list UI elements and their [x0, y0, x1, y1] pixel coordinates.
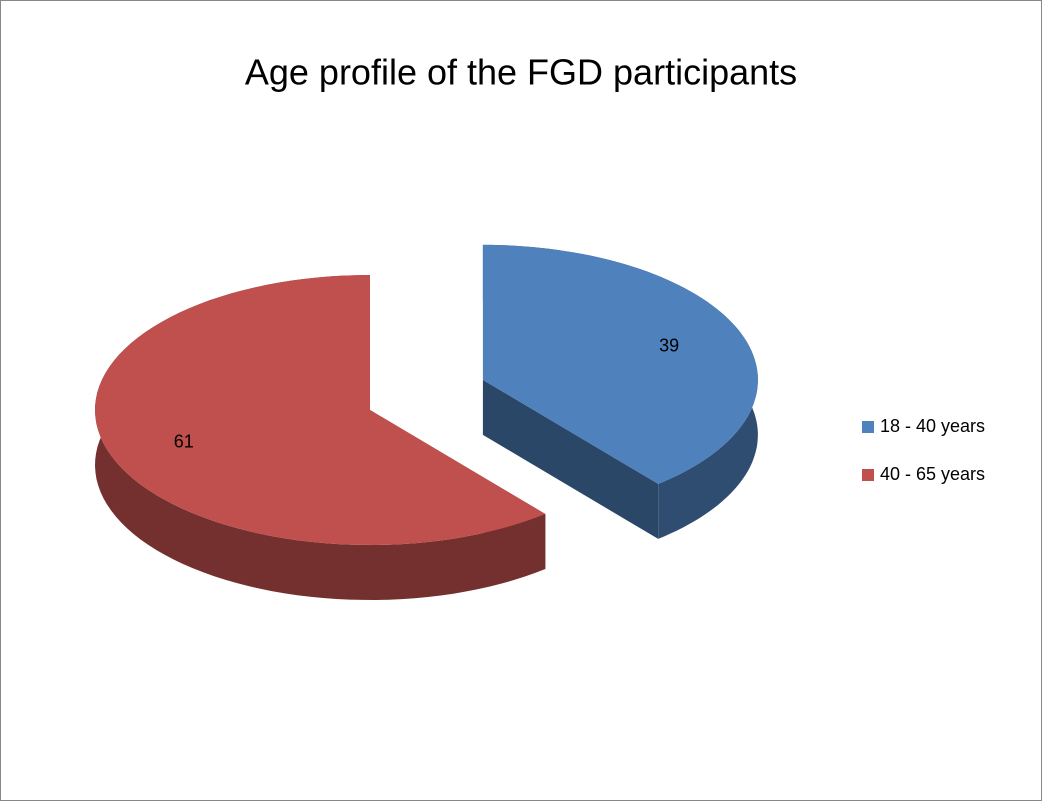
data-label: 61 [174, 432, 194, 452]
legend-swatch [862, 469, 874, 481]
slice [482, 244, 758, 484]
legend-label: 18 - 40 years [880, 416, 985, 436]
slice [95, 275, 546, 545]
legend-swatch [862, 421, 874, 433]
chart-title: Age profile of the FGD participants [245, 52, 797, 93]
slice-wall [95, 275, 546, 600]
slice-side [482, 379, 659, 539]
data-label: 39 [659, 336, 679, 356]
legend-label: 40 - 65 years [880, 464, 985, 484]
